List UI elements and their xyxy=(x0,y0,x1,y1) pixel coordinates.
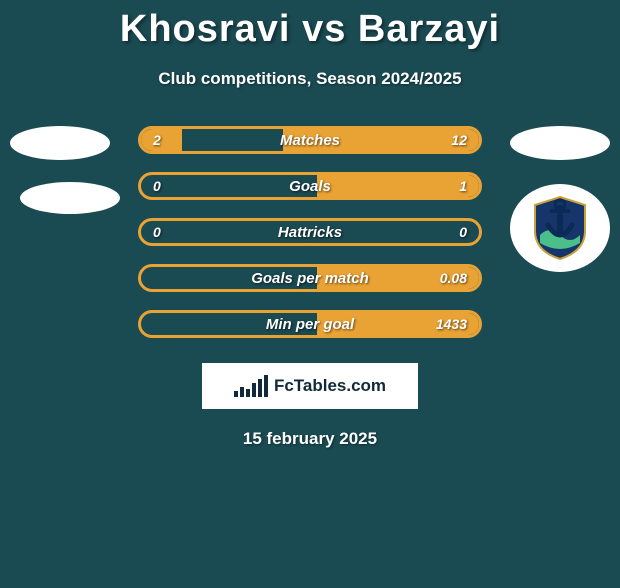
stat-row-goals-per-match: Goals per match 0.08 xyxy=(0,255,620,301)
bar-fill-right xyxy=(317,175,479,197)
bar-track: 0 Goals 1 xyxy=(138,172,482,200)
stat-right-value: 1 xyxy=(459,178,467,194)
date: 15 february 2025 xyxy=(0,429,620,449)
stat-label: Goals xyxy=(289,178,331,195)
stat-left-value: 2 xyxy=(153,132,161,148)
title-vs: vs xyxy=(302,8,346,50)
stat-right-value: 0 xyxy=(459,224,467,240)
stat-label: Goals per match xyxy=(251,270,369,287)
stats-container: 2 Matches 12 0 Goals 1 0 Hattricks 0 Goa… xyxy=(0,117,620,347)
stat-row-matches: 2 Matches 12 xyxy=(0,117,620,163)
stat-row-min-per-goal: Min per goal 1433 xyxy=(0,301,620,347)
stat-row-goals: 0 Goals 1 xyxy=(0,163,620,209)
stat-label: Hattricks xyxy=(278,224,342,241)
bar-track: Goals per match 0.08 xyxy=(138,264,482,292)
stat-row-hattricks: 0 Hattricks 0 xyxy=(0,209,620,255)
page-title: Khosravi vs Barzayi xyxy=(0,8,620,51)
bar-fill-left xyxy=(141,129,182,151)
watermark: FcTables.com xyxy=(202,363,418,409)
bar-track: 2 Matches 12 xyxy=(138,126,482,154)
stat-right-value: 12 xyxy=(451,132,467,148)
stat-label: Min per goal xyxy=(266,316,354,333)
stat-right-value: 0.08 xyxy=(440,270,467,286)
watermark-bars-icon xyxy=(234,375,268,397)
stat-left-value: 0 xyxy=(153,224,161,240)
title-player1: Khosravi xyxy=(120,8,291,50)
subtitle: Club competitions, Season 2024/2025 xyxy=(0,69,620,89)
stat-left-value: 0 xyxy=(153,178,161,194)
title-player2: Barzayi xyxy=(358,8,500,50)
watermark-text: FcTables.com xyxy=(274,376,386,396)
bar-track: 0 Hattricks 0 xyxy=(138,218,482,246)
bar-track: Min per goal 1433 xyxy=(138,310,482,338)
stat-right-value: 1433 xyxy=(436,316,467,332)
stat-label: Matches xyxy=(280,132,340,149)
